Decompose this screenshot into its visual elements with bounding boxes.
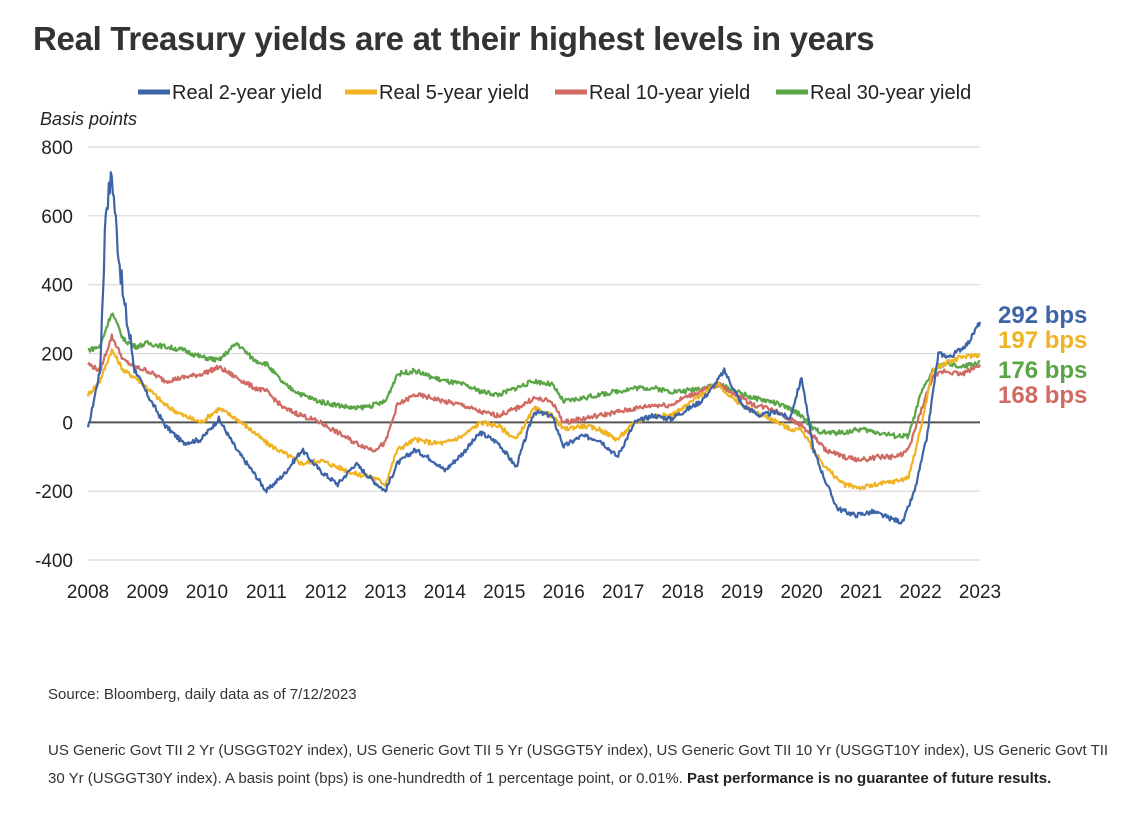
legend-label: Real 5-year yield — [379, 82, 529, 104]
x-tick-label: 2020 — [780, 582, 822, 603]
y-tick-label: 200 — [41, 345, 73, 366]
y-tick-label: 800 — [41, 138, 73, 159]
footnote-text: US Generic Govt TII 2 Yr (USGGT02Y index… — [48, 742, 1109, 787]
x-tick-label: 2012 — [305, 582, 347, 603]
legend-label: Real 2-year yield — [172, 82, 322, 104]
y-tick-label: 0 — [62, 413, 73, 434]
end-label: 176 bps — [998, 357, 1087, 384]
y-tick-label: 400 — [41, 276, 73, 297]
x-tick-label: 2022 — [899, 582, 941, 603]
end-label: 292 bps — [998, 302, 1087, 329]
y-axis-label: Basis points — [40, 109, 137, 129]
source-note: Source: Bloomberg, daily data as of 7/12… — [48, 686, 357, 703]
legend-label: Real 30-year yield — [810, 82, 971, 104]
chart-title: Real Treasury yields are at their highes… — [33, 20, 875, 57]
y-tick-label: -200 — [35, 482, 73, 503]
x-tick-label: 2018 — [662, 582, 704, 603]
x-tick-label: 2019 — [721, 582, 763, 603]
x-tick-label: 2010 — [186, 582, 228, 603]
series-line — [86, 348, 981, 491]
line-chart: Real 2-year yield Real 5-year yield Real 1… — [35, 82, 1087, 603]
series-line — [86, 171, 982, 525]
y-tick-label: -400 — [35, 551, 73, 572]
footnote: US Generic Govt TII 2 Yr (USGGT02Y index… — [48, 737, 1128, 793]
gridlines — [88, 146, 980, 561]
series-line — [87, 333, 982, 463]
x-tick-label: 2017 — [602, 582, 644, 603]
end-label: 197 bps — [998, 327, 1087, 354]
x-tick-labels: 2008 2009 2010 2011 2012 2013 2014 2015 2016 2017… — [67, 582, 1001, 603]
x-tick-label: 2023 — [959, 582, 1001, 603]
y-tick-labels: 800 600 400 200 0 -200 -400 — [35, 138, 73, 572]
legend: Real 2-year yield Real 5-year yield Real 1… — [138, 82, 971, 104]
x-tick-label: 2013 — [364, 582, 406, 603]
end-label: 168 bps — [998, 382, 1087, 409]
y-tick-label: 600 — [41, 207, 73, 228]
x-tick-label: 2014 — [424, 582, 467, 603]
x-tick-label: 2021 — [840, 582, 882, 603]
x-tick-label: 2008 — [67, 582, 109, 603]
x-tick-label: 2011 — [246, 582, 287, 603]
footnote-disclaimer: Past performance is no guarantee of futu… — [687, 770, 1052, 787]
series-lines — [86, 171, 982, 525]
series-line — [87, 312, 981, 440]
x-tick-label: 2016 — [543, 582, 585, 603]
legend-label: Real 10-year yield — [589, 82, 750, 104]
x-tick-label: 2015 — [483, 582, 525, 603]
x-tick-label: 2009 — [126, 582, 168, 603]
